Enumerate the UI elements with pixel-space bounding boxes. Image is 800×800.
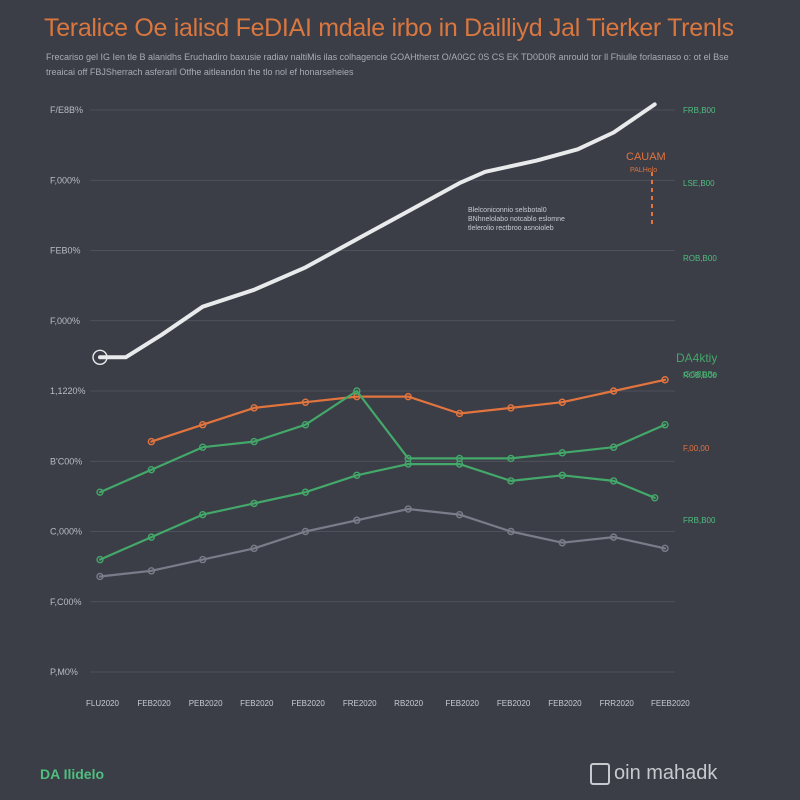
data-point xyxy=(353,516,361,524)
x-tick-label: FEEB2020 xyxy=(651,699,690,708)
data-point xyxy=(558,539,566,547)
data-point xyxy=(301,527,310,536)
data-point xyxy=(250,544,258,553)
annotation-note: BNhnelolabo notcablo eslomne xyxy=(468,216,565,223)
data-point xyxy=(92,349,108,365)
right-tick-label: F,00,00 xyxy=(683,444,710,453)
data-point xyxy=(507,477,515,485)
right-tick-label: FRB,B00 xyxy=(683,516,716,525)
annotation-note: Blelconiconnio selsbotal0 xyxy=(468,207,547,214)
x-tick-label: FLU2020 xyxy=(86,699,119,708)
data-point xyxy=(455,409,464,418)
y-tick-label: F/E8B% xyxy=(50,105,83,115)
chart-subtitle: Frecariso gel IG Ien tle B alanidhs Eruc… xyxy=(46,52,729,77)
right-tick-label: FRB,B00 xyxy=(683,106,716,115)
x-tick-label: FEB2020 xyxy=(240,699,274,708)
data-point xyxy=(609,443,618,451)
data-point xyxy=(199,510,207,519)
data-point xyxy=(199,443,207,451)
brand-right-text: oin mahadk xyxy=(614,762,718,784)
y-tick-label: P,M0% xyxy=(50,667,78,677)
data-point xyxy=(96,488,104,496)
series-line-orange xyxy=(150,378,667,443)
data-point xyxy=(199,555,207,564)
data-point xyxy=(661,544,669,553)
y-tick-label: FEB0% xyxy=(50,246,81,256)
data-point xyxy=(558,398,566,406)
data-point xyxy=(250,437,258,446)
y-tick-label: F,C00% xyxy=(50,597,82,607)
data-point xyxy=(558,449,566,457)
data-point xyxy=(404,392,412,401)
series-sublabel: GOBDBe xyxy=(684,370,718,379)
data-point xyxy=(301,488,310,496)
x-tick-label: FEB2020 xyxy=(446,699,480,708)
data-point xyxy=(507,527,515,536)
data-point xyxy=(404,505,412,513)
data-point xyxy=(96,572,104,581)
x-tick-label: FEB2020 xyxy=(291,699,325,708)
series-line-gray xyxy=(98,507,667,578)
data-point xyxy=(147,567,156,575)
data-point xyxy=(147,437,156,446)
data-point xyxy=(301,398,310,406)
data-point xyxy=(651,494,659,502)
data-point xyxy=(661,376,669,384)
data-point xyxy=(147,465,156,474)
x-tick-label: RB2020 xyxy=(394,699,423,708)
y-tick-label: F,000% xyxy=(50,316,80,326)
data-point xyxy=(353,471,361,479)
y-tick-label: C,000% xyxy=(50,527,82,537)
y-tick-label: 1,1220% xyxy=(50,386,86,396)
peak-label: CAUAM xyxy=(626,151,666,163)
brand-box-icon xyxy=(590,762,610,785)
series-line-green-2 xyxy=(98,463,656,561)
data-point xyxy=(301,421,310,429)
y-tick-label: B'C00% xyxy=(50,456,82,466)
y-tick-label: F,000% xyxy=(50,175,80,185)
series-line-green xyxy=(98,389,667,494)
series-line-main xyxy=(98,102,657,360)
x-tick-label: PEB2020 xyxy=(189,699,223,708)
data-point xyxy=(250,404,258,412)
data-point xyxy=(609,533,618,541)
chart-title: Teralice Oe ialisd FeDIAI mdale irbo in … xyxy=(44,14,734,42)
x-tick-label: FEB2020 xyxy=(497,699,531,708)
right-tick-label: ROB,B00 xyxy=(683,371,717,380)
x-tick-label: FRR2020 xyxy=(600,699,635,708)
x-tick-label: FEB2020 xyxy=(137,699,171,708)
right-tick-label: LSE,B00 xyxy=(683,179,715,188)
data-point xyxy=(199,421,207,429)
data-point xyxy=(661,421,669,429)
data-point xyxy=(455,460,464,468)
data-point xyxy=(507,404,515,412)
data-point xyxy=(353,387,361,395)
data-point xyxy=(507,454,515,463)
data-point xyxy=(455,510,464,519)
data-point xyxy=(96,555,104,564)
data-point xyxy=(250,499,258,508)
right-tick-label: ROB,B00 xyxy=(683,254,717,263)
peak-sublabel: PALHolo xyxy=(630,167,657,174)
series-label: DA4ktiy xyxy=(676,351,717,365)
data-point xyxy=(404,460,412,468)
data-point xyxy=(609,477,618,485)
brand-left-logo: DA Ilidelo xyxy=(40,766,105,782)
x-tick-label: FRE2020 xyxy=(343,699,377,708)
data-point xyxy=(609,387,618,395)
x-tick-label: FEB2020 xyxy=(548,699,582,708)
data-point xyxy=(147,533,156,541)
brand-right-logo: oin mahadk xyxy=(590,762,717,785)
data-point xyxy=(558,471,566,479)
annotation-note: tlelerolio rectbroo asnoioleb xyxy=(468,225,554,232)
